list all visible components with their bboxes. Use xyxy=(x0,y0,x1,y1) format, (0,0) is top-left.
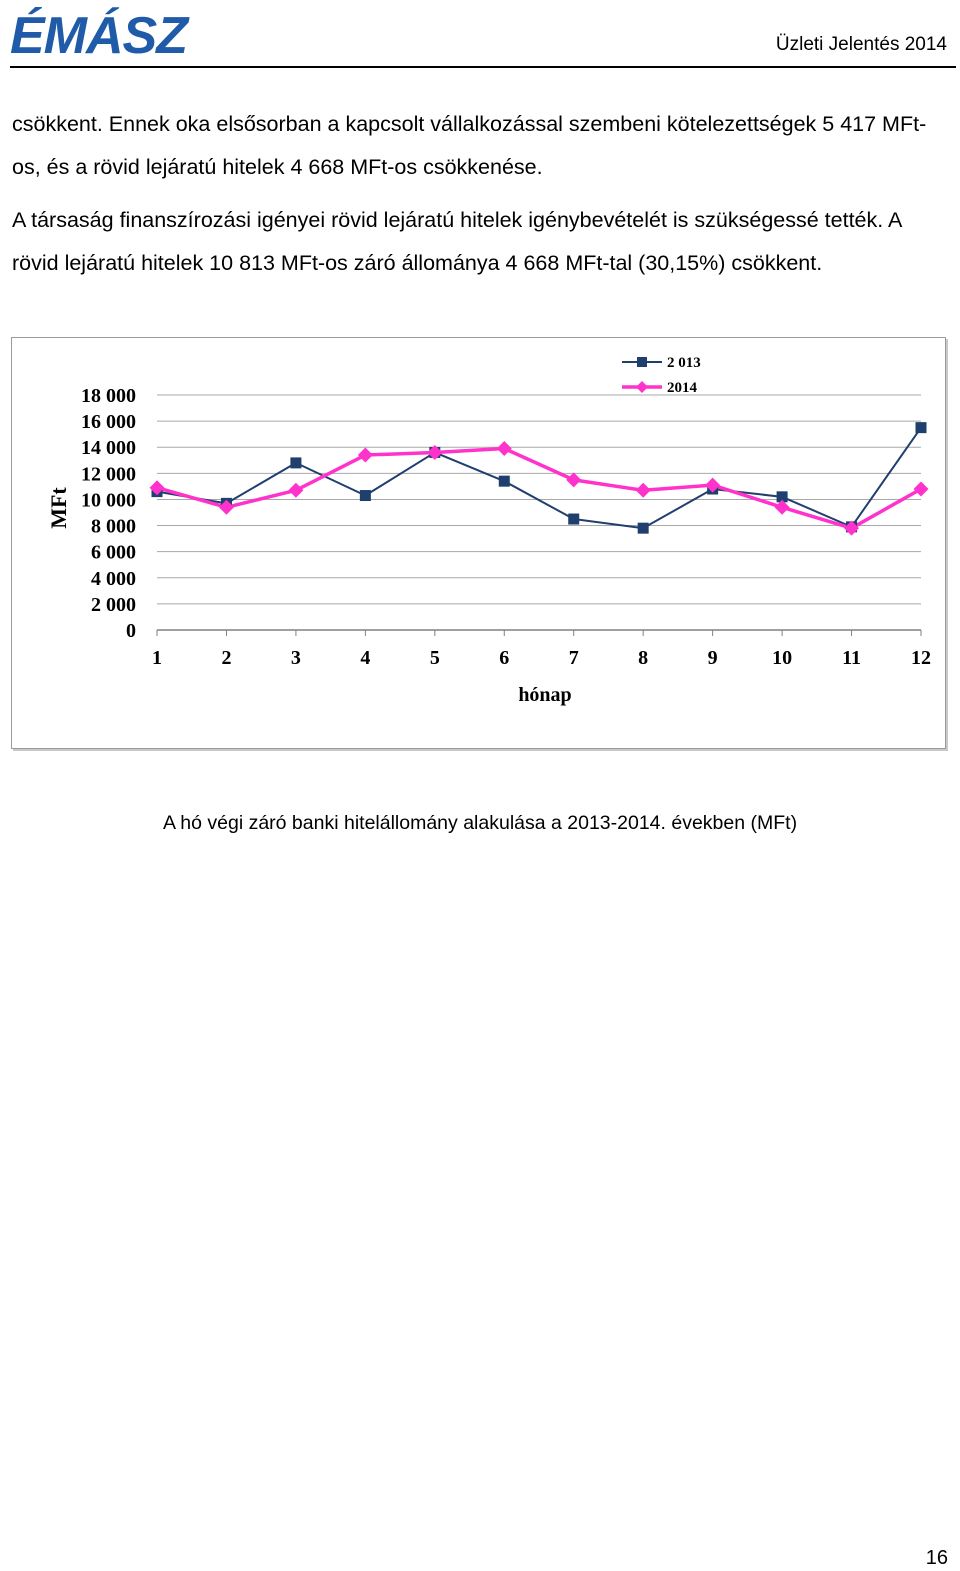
y-tick-label: 12 000 xyxy=(81,463,136,485)
data-point-square xyxy=(290,457,302,469)
data-point-diamond xyxy=(496,441,512,457)
x-tick-label: 10 xyxy=(772,647,792,669)
data-point-square xyxy=(359,490,371,502)
header-divider xyxy=(10,66,956,68)
legend-label: 2 013 xyxy=(667,355,701,371)
y-tick-label: 14 000 xyxy=(81,437,136,459)
y-tick-label: 2 000 xyxy=(91,594,136,616)
data-point-diamond xyxy=(844,520,860,536)
series-line xyxy=(156,446,922,530)
y-axis-label: MFt xyxy=(46,487,71,529)
series-line xyxy=(156,427,922,530)
data-point-diamond xyxy=(913,481,929,497)
data-point-diamond xyxy=(288,482,304,498)
data-point-square xyxy=(637,522,649,534)
x-tick-label: 9 xyxy=(708,647,718,669)
data-point-diamond xyxy=(774,499,790,515)
data-point-diamond xyxy=(427,444,443,460)
x-tick-label: 2 xyxy=(221,647,231,669)
legend-marker-square xyxy=(637,357,647,367)
body-paragraph-2: A társaság finanszírozási igényei rövid … xyxy=(12,208,902,275)
y-tick-label: 6 000 xyxy=(91,542,136,564)
x-tick-label: 8 xyxy=(638,647,648,669)
data-point-diamond xyxy=(149,480,165,496)
company-logo: ÉMÁSZ xyxy=(10,7,188,65)
x-tick-label: 5 xyxy=(430,647,440,669)
data-point-diamond xyxy=(218,499,234,515)
chart-caption: A hó végi záró banki hitelállomány alaku… xyxy=(162,812,798,834)
legend-label: 2014 xyxy=(667,380,698,396)
x-axis-label: hónap xyxy=(518,684,571,706)
data-point-diamond xyxy=(357,447,373,463)
x-tick-label: 7 xyxy=(569,647,579,669)
report-title: Üzleti Jelentés 2014 xyxy=(775,34,947,55)
x-tick-label: 6 xyxy=(499,647,509,669)
body-paragraph-1: csökkent. Ennek oka elsősorban a kapcsol… xyxy=(12,112,927,179)
y-tick-label: 8 000 xyxy=(91,516,136,538)
y-tick-label: 0 xyxy=(126,620,136,642)
chart-frame: 0 2 000 4 000 6 000 8 000 10 000 12 000 14 000 1… xyxy=(11,337,946,749)
y-tick-label: 16 000 xyxy=(81,411,136,433)
x-tick-label: 1 xyxy=(152,647,162,669)
page-number: 16 xyxy=(925,1547,948,1569)
x-tick-label: 11 xyxy=(842,647,861,669)
data-point-diamond xyxy=(635,482,651,498)
data-point-diamond xyxy=(566,472,582,488)
y-tick-label: 10 000 xyxy=(81,489,136,511)
line-chart: 0 2 000 4 000 6 000 8 000 10 000 12 000 14 000 1… xyxy=(46,355,931,706)
x-tick-label: 3 xyxy=(291,647,301,669)
x-tick-label: 4 xyxy=(360,647,370,669)
data-point-square xyxy=(915,422,927,434)
data-point-diamond xyxy=(705,477,721,493)
x-tick-label: 12 xyxy=(911,647,931,669)
y-tick-label: 18 000 xyxy=(81,385,136,407)
y-tick-label: 4 000 xyxy=(91,568,136,590)
data-point-square xyxy=(498,475,510,487)
legend-marker-diamond xyxy=(636,381,648,393)
data-point-square xyxy=(776,491,788,503)
data-point-square xyxy=(568,513,580,525)
